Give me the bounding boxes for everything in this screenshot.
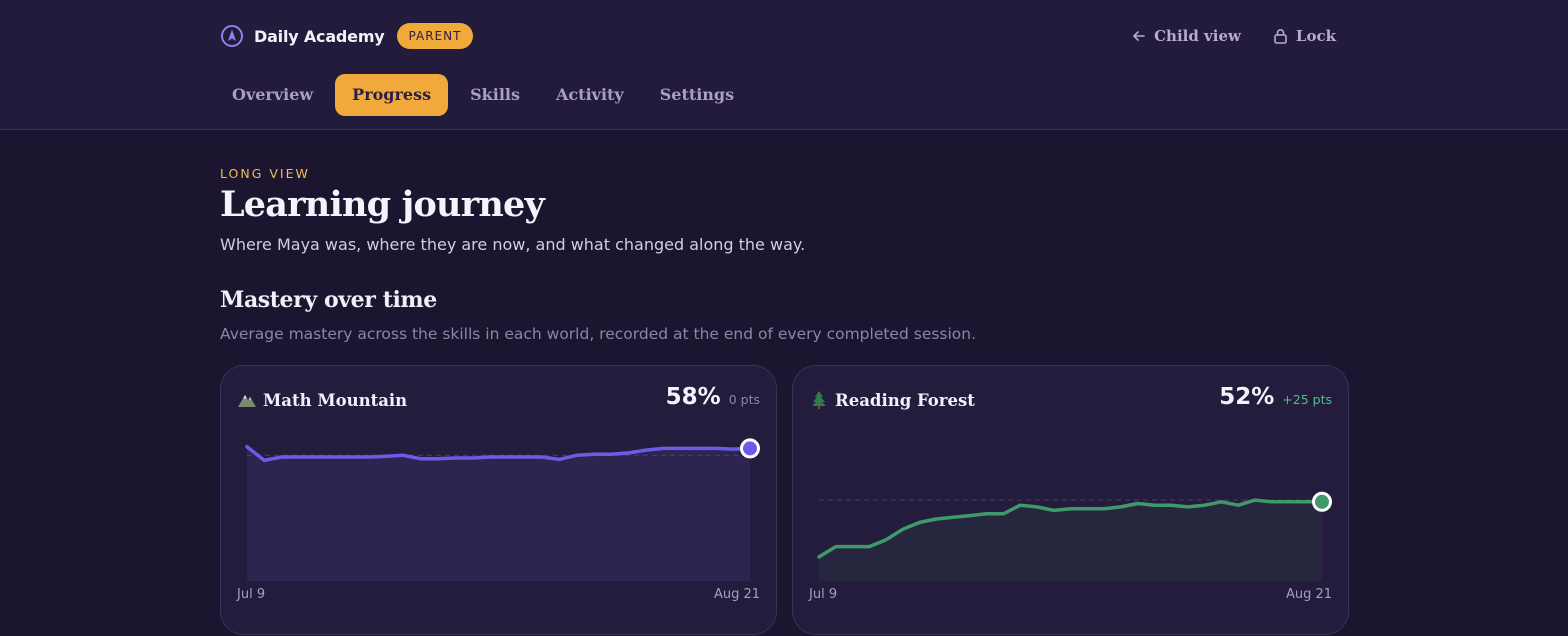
reading-forest-card: Reading Forest 52% +25 pts Jul 9 Aug 21 <box>792 365 1349 635</box>
tab-overview[interactable]: Overview <box>232 85 314 104</box>
card-title: Math Mountain <box>263 390 408 410</box>
top-navigation: Daily Academy PARENT Child view Lock Ove… <box>0 0 1568 130</box>
chart-area <box>247 446 750 581</box>
tab-activity[interactable]: Activity <box>556 85 624 104</box>
x-axis-start-label: Jul 9 <box>237 587 266 602</box>
card-header: Math Mountain <box>237 390 407 410</box>
mastery-line <box>817 498 1324 559</box>
mastery-delta: +25 pts <box>1282 392 1332 407</box>
card-stats: 52% +25 pts <box>1219 384 1332 410</box>
x-axis-start-label: Jul 9 <box>809 587 838 602</box>
math-mountain-card: Math Mountain 58% 0 pts Jul 9 Aug 21 <box>220 365 777 635</box>
chart-area <box>819 500 1322 581</box>
tree-icon <box>812 391 826 409</box>
mountain-icon <box>238 395 256 407</box>
mastery-delta: 0 pts <box>728 392 760 407</box>
lock-button[interactable]: Lock <box>1273 27 1336 45</box>
tab-bar: Overview Progress Skills Activity Settin… <box>218 74 756 116</box>
page-subtitle: Where Maya was, where they are now, and … <box>220 235 806 254</box>
mastery-percent: 58% <box>665 384 721 410</box>
page-title: Learning journey <box>220 184 545 225</box>
x-axis-end-label: Aug 21 <box>713 587 760 602</box>
card-header: Reading Forest <box>809 390 975 410</box>
parent-badge: PARENT <box>396 23 474 49</box>
top-actions: Child view Lock <box>1132 24 1336 48</box>
eyebrow-label: LONG VIEW <box>220 166 310 181</box>
mastery-percent: 52% <box>1219 384 1275 410</box>
card-stats: 58% 0 pts <box>666 384 760 410</box>
compass-logo-icon <box>221 25 243 47</box>
brand-name: Daily Academy <box>254 26 385 46</box>
latest-point <box>1312 491 1332 512</box>
section-title: Mastery over time <box>220 287 437 313</box>
arrow-left-icon <box>1133 31 1145 41</box>
mastery-chart <box>817 491 1332 581</box>
lock-icon <box>1274 29 1287 44</box>
child-view-label: Child view <box>1154 27 1241 45</box>
latest-point <box>740 438 760 459</box>
lock-label: Lock <box>1295 27 1336 45</box>
tab-skills[interactable]: Skills <box>470 85 521 104</box>
section-subtitle: Average mastery across the skills in eac… <box>220 325 977 343</box>
x-axis-end-label: Aug 21 <box>1285 587 1332 602</box>
tab-progress[interactable]: Progress <box>335 74 449 116</box>
tab-settings[interactable]: Settings <box>659 85 735 104</box>
mastery-chart <box>245 438 760 581</box>
child-view-button[interactable]: Child view <box>1132 27 1241 45</box>
card-title: Reading Forest <box>835 390 975 410</box>
mastery-line <box>245 444 752 463</box>
brand[interactable]: Daily Academy PARENT <box>220 23 474 49</box>
